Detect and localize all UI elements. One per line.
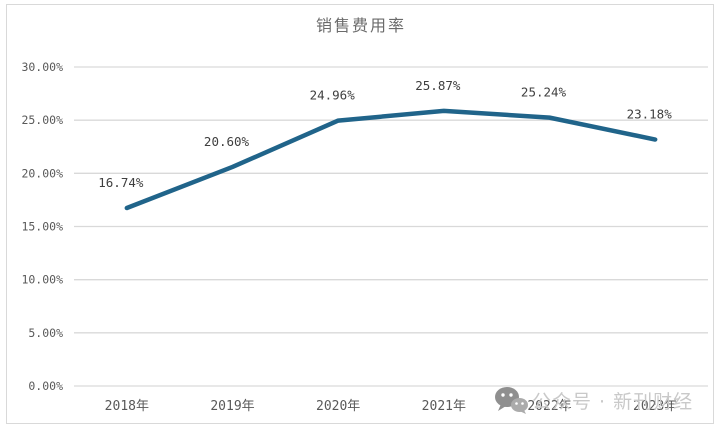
x-tick-label: 2019年 xyxy=(210,399,254,414)
x-tick-label: 2020年 xyxy=(316,399,360,414)
y-tick-label: 0.00% xyxy=(28,379,63,393)
data-point-label: 24.96% xyxy=(310,88,356,103)
y-tick-label: 10.00% xyxy=(21,273,63,287)
data-point-label: 20.60% xyxy=(204,134,250,149)
chart-title: 销售费用率 xyxy=(315,16,406,35)
chart-border xyxy=(6,4,714,424)
x-tick-label: 2018年 xyxy=(105,399,149,414)
y-tick-label: 25.00% xyxy=(21,113,63,127)
y-tick-label: 15.00% xyxy=(21,220,63,234)
data-point-label: 25.87% xyxy=(415,78,461,93)
data-point-label: 23.18% xyxy=(627,107,673,122)
data-point-label: 25.24% xyxy=(521,85,567,100)
x-tick-label: 2022年 xyxy=(527,399,571,414)
y-tick-label: 30.00% xyxy=(21,60,63,74)
x-tick-label: 2021年 xyxy=(422,399,466,414)
data-point-label: 16.74% xyxy=(98,175,144,190)
y-tick-label: 20.00% xyxy=(21,166,63,180)
y-tick-label: 5.00% xyxy=(28,326,63,340)
x-tick-label: 2023年 xyxy=(633,399,677,414)
series-line xyxy=(124,108,658,211)
